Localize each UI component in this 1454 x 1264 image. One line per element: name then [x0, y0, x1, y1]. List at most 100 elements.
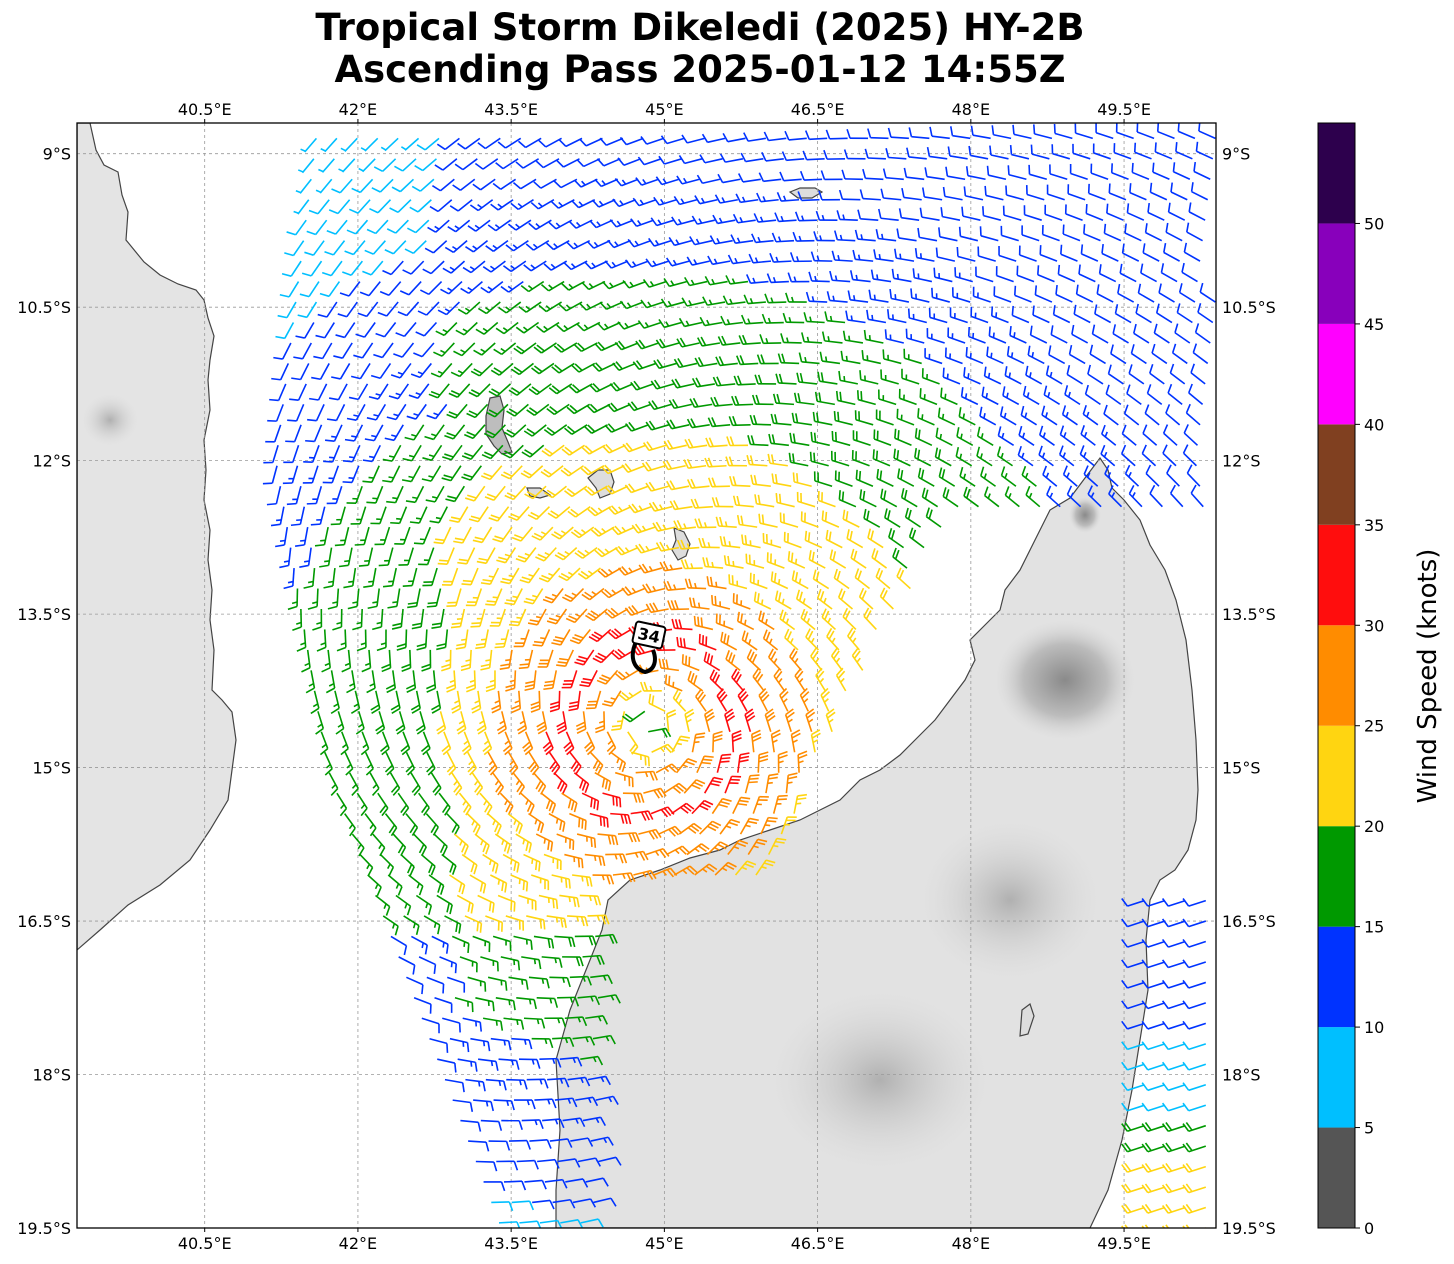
wind-barb — [303, 445, 320, 463]
wind-barb — [765, 773, 779, 794]
wind-barb — [663, 439, 687, 450]
wind-barb — [837, 588, 854, 610]
wind-barb — [655, 338, 680, 349]
wind-barb — [810, 729, 821, 753]
wind-barb — [898, 388, 917, 406]
wind-barb — [842, 509, 860, 528]
wind-barb — [299, 547, 312, 568]
wind-barb — [602, 690, 622, 707]
wind-barb — [468, 383, 491, 398]
wind-barb — [1141, 918, 1166, 928]
wind-barb — [569, 751, 582, 775]
wind-barb — [1085, 203, 1104, 221]
wind-barb — [1182, 918, 1207, 928]
colorbar-bin — [1318, 123, 1355, 224]
wind-barb — [386, 485, 404, 504]
wind-barb — [1094, 304, 1112, 324]
wind-barb — [1078, 264, 1096, 283]
wind-barb — [328, 772, 339, 797]
wind-barb — [488, 506, 510, 522]
wind-barb — [794, 211, 817, 222]
wind-barb — [1161, 1162, 1186, 1173]
wind-barb — [611, 525, 635, 536]
wind-barb — [281, 260, 302, 277]
wind-barb — [1055, 284, 1073, 303]
wind-barb — [331, 363, 351, 380]
wind-barb — [921, 187, 943, 201]
wind-barb — [792, 231, 815, 242]
wind-barb — [389, 199, 412, 214]
colorbar-tick-label: 30 — [1364, 616, 1384, 635]
wind-barb — [754, 374, 777, 385]
wind-barb — [736, 611, 755, 631]
wind-barb — [540, 280, 565, 292]
wind-barb — [319, 547, 333, 568]
wind-barb — [346, 219, 369, 235]
wind-barb — [492, 178, 517, 190]
wind-barb — [410, 935, 428, 955]
wind-barb — [819, 351, 841, 365]
wind-barb — [451, 935, 470, 953]
wind-barb — [731, 730, 742, 753]
wind-barb — [931, 287, 950, 303]
wind-barb — [314, 526, 329, 547]
wind-barb — [877, 208, 899, 221]
wind-barb — [296, 629, 307, 652]
wind-barb — [808, 550, 826, 569]
wind-barb — [854, 229, 876, 242]
wind-barb — [339, 281, 361, 297]
wind-barb — [520, 280, 545, 293]
wind-barb — [526, 915, 546, 930]
wind-barb — [537, 1158, 560, 1169]
wind-barb — [664, 674, 683, 692]
wind-barb — [452, 178, 476, 191]
wind-barb — [313, 342, 333, 360]
wind-barb — [872, 449, 891, 467]
wind-barb — [1124, 464, 1140, 487]
wind-barb — [770, 413, 792, 426]
wind-barb — [843, 149, 866, 160]
wind-barb — [562, 1117, 586, 1128]
bassas-island — [1019, 1003, 1035, 1037]
wind-barb — [834, 470, 853, 487]
wind-barb — [342, 260, 364, 276]
wind-barb — [569, 812, 587, 831]
wind-barb — [1161, 1102, 1186, 1112]
wind-barb — [627, 238, 652, 248]
lat-tick-label-right: 13.5°S — [1222, 605, 1276, 624]
wind-barb — [282, 465, 299, 485]
wind-barb — [488, 1140, 511, 1151]
wind-barb — [660, 135, 685, 145]
wind-barb — [411, 178, 435, 192]
wind-barb — [534, 1098, 557, 1109]
wind-barb — [604, 484, 629, 495]
wind-barb — [650, 217, 675, 227]
grande-comore-island — [485, 395, 513, 455]
wind-barb — [996, 446, 1013, 467]
wind-barb — [684, 578, 707, 590]
wind-barb — [440, 281, 463, 295]
wind-barb — [975, 266, 994, 283]
wind-barb — [1141, 1041, 1166, 1051]
wind-barb — [523, 1017, 546, 1029]
wind-barb — [406, 403, 427, 420]
wind-barb — [506, 403, 529, 417]
wind-barb — [601, 587, 625, 599]
wind-barb — [919, 207, 940, 221]
wind-barb — [386, 219, 409, 234]
wind-barb — [415, 894, 433, 915]
wind-barb — [942, 186, 963, 201]
wind-barb — [1149, 484, 1163, 508]
wind-barb — [560, 1218, 584, 1228]
wind-barb — [530, 874, 550, 891]
wind-barb — [557, 996, 580, 1007]
wind-barb — [596, 158, 621, 167]
wind-barb — [1121, 898, 1145, 907]
wind-barb — [559, 1056, 583, 1067]
wind-barb — [799, 170, 823, 181]
wind-barb — [847, 627, 860, 651]
wind-barb — [352, 608, 363, 631]
wind-barb — [840, 350, 861, 365]
wind-barb — [566, 403, 591, 415]
wind-barb — [938, 467, 956, 487]
